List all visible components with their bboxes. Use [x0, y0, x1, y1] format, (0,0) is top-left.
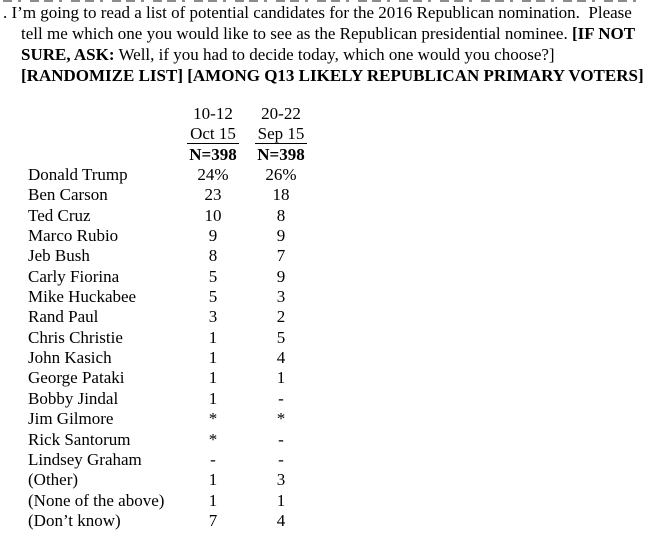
- candidate-name-cell: (Other): [28, 470, 79, 490]
- table-row: George Pataki 1 1: [0, 368, 315, 388]
- sep-value-cell: 9: [276, 266, 286, 286]
- table-row: John Kasich 1 4: [0, 348, 315, 368]
- candidate-name-cell: Rick Santorum: [28, 429, 131, 449]
- candidate-name-cell: Rand Paul: [28, 307, 99, 327]
- oct-value-cell: 24%: [197, 165, 229, 185]
- header-spacer: [28, 145, 179, 165]
- question-line-1: . I’m going to read a list of potential …: [3, 2, 644, 23]
- oct-value-cell: 23: [204, 185, 222, 205]
- clipped-text-fragment-top: [3, 0, 645, 2]
- table-row: Rand Paul 3 2: [0, 307, 315, 327]
- oct-value-cell: 9: [208, 226, 218, 246]
- candidate-name-cell: (Don’t know): [28, 510, 121, 530]
- oct-value-cell: 10: [204, 205, 222, 225]
- table-row: Donald Trump 24% 26%: [0, 165, 315, 185]
- col1-month-label: Oct 15: [187, 124, 239, 145]
- sep-value-cell: 8: [276, 205, 286, 225]
- oct-value-cell: 5: [208, 266, 218, 286]
- candidate-name-cell: Bobby Jindal: [28, 388, 119, 408]
- candidate-name-cell: Ted Cruz: [28, 205, 91, 225]
- oct-value-cell: 7: [208, 510, 218, 530]
- question-line-2-text: tell me which one you would like to see …: [21, 24, 572, 43]
- sep-value-cell: 4: [276, 510, 286, 530]
- col1-date-range: 10-12: [193, 104, 233, 123]
- header-spacer: [28, 104, 179, 124]
- table-row: Carly Fiorina 5 9: [0, 267, 315, 287]
- table-header-month-row: Oct 15 Sep 15: [0, 124, 315, 145]
- table-row: Jeb Bush 8 7: [0, 246, 315, 266]
- sep-value-cell: 18: [272, 185, 290, 205]
- sep-value-cell: 1: [276, 490, 286, 510]
- oct-value-cell: 1: [208, 490, 218, 510]
- table-row: (Other) 1 3: [0, 470, 315, 490]
- col2-sample-size: N=398: [257, 144, 305, 164]
- randomize-list-instruction: [RANDOMIZE LIST] [AMONG Q13 LIKELY REPUB…: [21, 66, 644, 85]
- results-table: 10-12 20-22 Oct 15 Sep 15 N=398 N=398 Do…: [0, 104, 315, 531]
- col2-month: Sep 15: [247, 124, 315, 145]
- table-header-dates-row: 10-12 20-22: [0, 104, 315, 124]
- candidate-name-cell: John Kasich: [28, 348, 112, 368]
- oct-value-cell: 1: [208, 327, 218, 347]
- candidate-name-cell: Jeb Bush: [28, 246, 90, 266]
- table-row: Bobby Jindal 1 -: [0, 389, 315, 409]
- oct-value-cell: 1: [208, 348, 218, 368]
- question-line-2: tell me which one you would like to see …: [21, 23, 644, 44]
- oct-value-cell: *: [208, 429, 218, 449]
- table-row: Rick Santorum * -: [0, 430, 315, 450]
- oct-value-cell: 5: [208, 287, 218, 307]
- table-row: Ben Carson 23 18: [0, 185, 315, 205]
- oct-value-cell: *: [208, 409, 218, 429]
- table-row: Mike Huckabee 5 3: [0, 287, 315, 307]
- sep-value-cell: 3: [276, 470, 286, 490]
- sep-value-cell: -: [278, 429, 284, 449]
- question-text-block: . I’m going to read a list of potential …: [0, 2, 644, 86]
- candidate-name-cell: Ben Carson: [28, 185, 108, 205]
- sep-value-cell: 3: [276, 287, 286, 307]
- interviewer-instruction-sure-ask: SURE, ASK:: [21, 45, 115, 64]
- sep-value-cell: 5: [276, 327, 286, 347]
- col1-sample-size: N=398: [189, 144, 237, 164]
- table-row: Jim Gilmore * *: [0, 409, 315, 429]
- question-line-3-text: Well, if you had to decide today, which …: [114, 45, 555, 64]
- oct-value-cell: 3: [208, 307, 218, 327]
- oct-value-cell: 1: [208, 388, 218, 408]
- oct-value-cell: 8: [208, 246, 218, 266]
- header-spacer: [28, 124, 179, 144]
- table-row: Lindsey Graham - -: [0, 450, 315, 470]
- sep-value-cell: -: [278, 449, 284, 469]
- question-line-3: SURE, ASK: Well, if you had to decide to…: [21, 44, 644, 65]
- sep-value-cell: 7: [276, 246, 286, 266]
- sep-value-cell: 4: [276, 348, 286, 368]
- col2-date-range: 20-22: [261, 104, 301, 123]
- candidate-name-cell: Marco Rubio: [28, 226, 119, 246]
- oct-value-cell: -: [210, 449, 216, 469]
- candidate-name-cell: Donald Trump: [28, 165, 128, 185]
- sep-value-cell: 9: [276, 226, 286, 246]
- candidate-name-cell: Lindsey Graham: [28, 449, 142, 469]
- table-header-n-row: N=398 N=398: [0, 145, 315, 165]
- col2-month-label: Sep 15: [254, 124, 308, 145]
- candidate-name-cell: Jim Gilmore: [28, 409, 114, 429]
- candidate-name-cell: Carly Fiorina: [28, 266, 120, 286]
- candidate-name-cell: Mike Huckabee: [28, 287, 137, 307]
- sep-value-cell: *: [276, 409, 286, 429]
- table-row: Marco Rubio 9 9: [0, 226, 315, 246]
- sep-value-cell: 26%: [265, 165, 297, 185]
- sep-value-cell: 1: [276, 368, 286, 388]
- col1-month: Oct 15: [179, 124, 247, 145]
- question-line-1-text: . I’m going to read a list of potential …: [3, 3, 632, 22]
- table-row: Ted Cruz 10 8: [0, 206, 315, 226]
- table-row: Chris Christie 1 5: [0, 328, 315, 348]
- candidate-name-cell: Chris Christie: [28, 327, 123, 347]
- oct-value-cell: 1: [208, 368, 218, 388]
- candidate-name-cell: George Pataki: [28, 368, 125, 388]
- oct-value-cell: 1: [208, 470, 218, 490]
- table-row: (None of the above) 1 1: [0, 491, 315, 511]
- table-row: (Don’t know) 7 4: [0, 511, 315, 531]
- sep-value-cell: 2: [276, 307, 286, 327]
- sep-value-cell: -: [278, 388, 284, 408]
- interviewer-instruction-if-not: [IF NOT: [571, 24, 636, 43]
- candidate-name-cell: (None of the above): [28, 490, 165, 510]
